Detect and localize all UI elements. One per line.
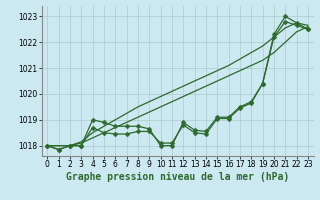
X-axis label: Graphe pression niveau de la mer (hPa): Graphe pression niveau de la mer (hPa) bbox=[66, 172, 289, 182]
